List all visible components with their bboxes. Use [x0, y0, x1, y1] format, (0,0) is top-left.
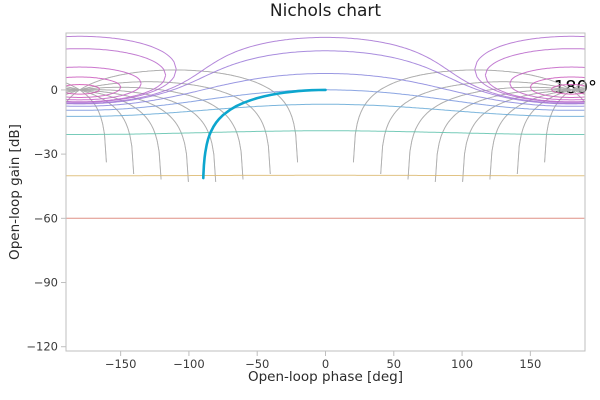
- x-axis-label: Open-loop phase [deg]: [247, 369, 404, 385]
- magnitude-locus: [66, 36, 585, 104]
- magnitude-locus: [66, 48, 167, 103]
- magnitude-locus: [474, 35, 585, 103]
- x-tick-label: −50: [245, 357, 269, 371]
- phase-locus: [66, 89, 217, 182]
- x-tick-label: 150: [519, 357, 541, 371]
- chart-title: Nichols chart: [269, 1, 382, 21]
- series-open-loop-response: [202, 88, 327, 180]
- magnitude-locus: [484, 48, 585, 103]
- x-tick-label: 50: [386, 357, 401, 371]
- magnitude-locus: [66, 130, 585, 135]
- x-tick-label: 0: [322, 357, 329, 371]
- magnitude-locus: [66, 66, 142, 101]
- magnitude-locus: [66, 103, 585, 117]
- phase-locus: [516, 86, 585, 175]
- y-tick-label: −90: [34, 276, 58, 290]
- x-tick-label: −150: [105, 357, 137, 371]
- phase-locus: [434, 89, 585, 182]
- magnitude-locus: [66, 35, 177, 103]
- magnitude-loci-grid: [66, 35, 585, 219]
- y-tick-label: −30: [34, 147, 58, 161]
- x-tick-label: −100: [173, 357, 205, 371]
- magnitude-locus: [509, 66, 585, 101]
- magnitude-locus: [66, 73, 585, 107]
- magnitude-locus: [66, 84, 100, 95]
- phase-loci-grid: [66, 69, 585, 182]
- axis-ticks: −150 −100 −50 0 50 100 150 0 −30 −60 −90 −120: [26, 83, 541, 371]
- y-tick-label: −60: [34, 211, 58, 225]
- magnitude-locus: [551, 84, 585, 95]
- magnitude-locus: [66, 50, 585, 105]
- phase-locus: [66, 81, 271, 175]
- y-tick-label: −120: [26, 340, 58, 354]
- magnitude-locus: [66, 76, 122, 98]
- phase-locus: [66, 86, 135, 175]
- phase-locus: [380, 81, 585, 175]
- magnitude-locus: [529, 76, 585, 98]
- plot-curves: [66, 35, 585, 219]
- y-tick-label: 0: [51, 83, 58, 97]
- plot-frame: [65, 32, 586, 352]
- x-tick-label: 100: [451, 357, 473, 371]
